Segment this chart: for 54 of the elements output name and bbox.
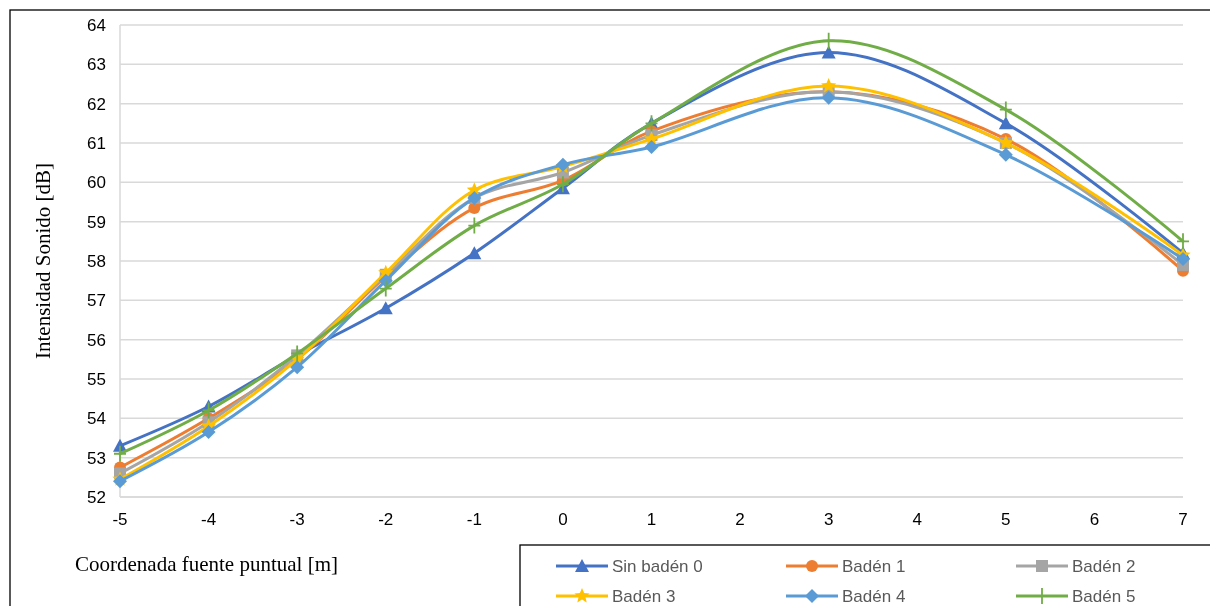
point xyxy=(378,301,393,315)
x-tick-label: 7 xyxy=(1178,510,1188,529)
y-tick-label: 59 xyxy=(87,212,106,232)
y-tick-label: 61 xyxy=(87,133,106,153)
point xyxy=(998,100,1013,119)
x-tick-label: -4 xyxy=(201,510,217,529)
y-tick-label: 57 xyxy=(87,291,106,311)
y-tick-label: 60 xyxy=(87,173,106,193)
x-tick-label: -3 xyxy=(289,510,305,529)
point xyxy=(821,77,837,93)
point xyxy=(998,147,1013,162)
point xyxy=(644,139,659,154)
point xyxy=(1176,232,1190,251)
legend-label: Sin badén 0 xyxy=(612,556,703,576)
x-axis-title: Coordenada fuente puntual [m] xyxy=(75,552,338,576)
x-tick-label: 4 xyxy=(912,510,922,529)
y-tick-label: 54 xyxy=(87,409,106,429)
x-tick-label: 1 xyxy=(646,510,657,529)
point xyxy=(378,279,393,298)
point xyxy=(201,425,216,440)
point xyxy=(556,175,570,194)
point xyxy=(113,444,127,463)
point xyxy=(290,360,305,375)
y-tick-label: 52 xyxy=(87,487,106,507)
point xyxy=(467,246,482,260)
point xyxy=(821,31,836,50)
point xyxy=(821,45,836,59)
point xyxy=(998,116,1013,130)
legend-label: Badén 5 xyxy=(1072,586,1136,606)
point xyxy=(1176,252,1190,267)
legend-label: Badén 2 xyxy=(1072,556,1136,576)
legend-label: Badén 3 xyxy=(612,586,676,606)
x-tick-label: 2 xyxy=(735,510,745,529)
point xyxy=(821,90,836,105)
y-axis-title: Intensidad Sonido [dB] xyxy=(31,163,55,359)
y-tick-label: 58 xyxy=(87,251,106,271)
y-tick-label: 63 xyxy=(87,55,106,75)
x-tick-label: -1 xyxy=(466,510,482,529)
x-tick-label: -2 xyxy=(378,510,394,529)
y-tick-label: 62 xyxy=(87,94,106,114)
x-tick-label: 0 xyxy=(558,510,568,529)
x-tick-label: 3 xyxy=(823,510,834,529)
point xyxy=(201,401,216,420)
legend-label: Badén 1 xyxy=(842,556,906,576)
x-tick-label: 6 xyxy=(1089,510,1100,529)
point xyxy=(467,216,482,235)
y-tick-label: 55 xyxy=(87,369,106,389)
legend-label: Badén 4 xyxy=(842,586,906,606)
y-tick-label: 64 xyxy=(87,15,106,35)
y-tick-label: 56 xyxy=(87,330,106,350)
x-tick-label: 5 xyxy=(1001,510,1011,529)
x-tick-label: -5 xyxy=(112,510,128,529)
point xyxy=(290,344,305,363)
y-tick-label: 53 xyxy=(87,448,106,468)
